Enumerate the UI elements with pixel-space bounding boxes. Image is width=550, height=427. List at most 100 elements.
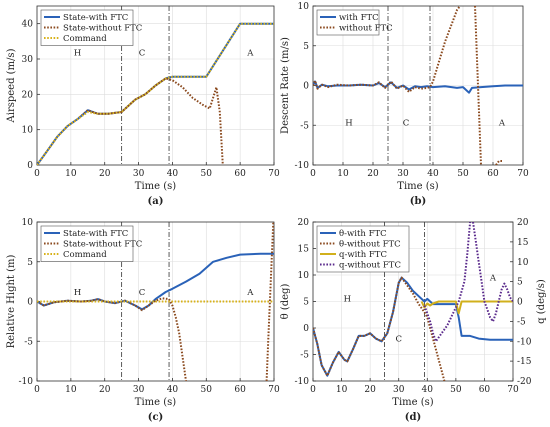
legend-entry: q-with FTC [339,250,387,260]
legend-box [40,9,134,46]
chart-panel-2: 0 10 20 30 40 50 60 70 -10 -5 0 5 10 Time (s) Descent … [280,2,529,207]
panel-caption: (b) [410,196,426,207]
y-tick-label: 10 [22,126,34,136]
legend-entry: Command [63,250,107,260]
x-tick-label: 20 [99,169,111,179]
series-line-4 [423,222,472,343]
y-tick-label: 10 [22,218,34,228]
legend-entry: Command [63,34,107,44]
x-tick-label: 50 [450,385,462,395]
legend-entry: State-with FTC [63,229,128,239]
y-tick-label: 0 [27,298,33,308]
x-tick-label: 30 [133,385,145,395]
y-tick-label: -5 [24,337,33,347]
region-label: H [345,118,352,128]
x-tick-label: 50 [457,169,469,179]
x-tick-label: 10 [337,169,349,179]
x-tick-label: 40 [167,169,179,179]
series-line-2 [474,6,482,165]
y-tick-label: 0 [303,82,309,92]
x-tick-label: 50 [201,385,213,395]
y-tick-label: 40 [22,20,34,30]
series-group [313,6,523,165]
legend-entry: θ-with FTC [339,229,387,239]
region-label: C [139,48,146,58]
x-tick-label: 70 [268,385,280,395]
x-tick-label: 10 [65,169,77,179]
y-tick-label: 30 [22,55,34,65]
region-label: C [403,118,410,128]
series-line-2 [313,6,461,93]
legend-entry: with FTC [339,13,379,23]
x-tick-label: 0 [310,385,316,395]
series-line-2 [37,297,187,381]
legend-box [316,9,380,36]
y2-tick-label: -20 [517,377,532,387]
y2-tick-label: -10 [517,337,532,347]
region-label: H [344,295,351,305]
y-axis-label: Airspeed (m/s) [6,48,17,123]
x-tick-label: 0 [34,385,40,395]
chart-panel-1: 0 10 20 30 40 50 60 70 0 10 20 30 40 Time (s) Airspeed… [6,5,280,207]
legend-box [40,225,134,262]
y-tick-label: -5 [300,351,309,361]
region-label: A [246,48,254,58]
x-tick-label: 60 [479,385,491,395]
x-tick-label: 10 [336,385,348,395]
y2-tick-label: 20 [517,218,529,228]
y-tick-label: 0 [27,161,33,171]
x-tick-label: 30 [393,385,405,395]
x-axis-label: Time (s) [397,181,438,192]
y-axis-label: Relative Hight (m) [6,255,17,349]
y-tick-label: 20 [22,90,34,100]
x-tick-label: 50 [201,169,213,179]
legend-entry: State-with FTC [63,13,128,23]
region-label: C [139,288,146,298]
x-tick-label: 40 [167,385,179,395]
series-line-2 [265,222,274,381]
y2-tick-label: 15 [517,238,529,248]
y-tick-label: 0 [303,324,309,334]
panel-caption: (c) [148,412,164,423]
x-tick-label: 60 [234,385,246,395]
x-axis-label: Time (s) [135,181,176,192]
y2-tick-label: 0 [517,298,523,308]
chart-panel-3: 0 10 20 30 40 50 60 70 -10 -5 0 5 10 Time (s) Relative… [6,218,280,423]
x-axis-label: Time (s) [135,397,176,408]
series-line-2 [495,160,502,165]
y-tick-label: 10 [298,271,310,281]
x-tick-label: 40 [422,385,434,395]
x-axis-label: Time (s) [392,397,433,408]
y-axis-label: Descent Rate (m/s) [280,37,291,134]
y-tick-label: 5 [27,258,33,268]
y-tick-label: 20 [298,218,310,228]
x-tick-label: 20 [99,385,111,395]
y2-tick-label: -5 [517,317,526,327]
chart-panel-4: 0 10 20 30 40 50 60 70 -10 -5 0 5 10 15 20 -20 -15 -10 -5 0… [280,218,547,423]
region-label: A [246,288,254,298]
x-tick-label: 30 [397,169,409,179]
region-label: C [395,334,402,344]
y-tick-label: -10 [19,377,34,387]
y-tick-label: 15 [298,245,310,255]
y-tick-label: 5 [303,42,309,52]
x-tick-label: 70 [517,169,529,179]
y2-tick-label: -15 [517,357,532,367]
x-tick-label: 0 [34,169,40,179]
legend-entry: q-without FTC [339,261,401,271]
region-label: A [489,273,497,283]
legend-entry: State-without FTC [63,240,142,250]
x-tick-label: 60 [487,169,499,179]
legend-entry: without FTC [339,24,393,34]
legend-entry: State-without FTC [63,24,142,34]
x-tick-label: 20 [367,169,379,179]
series-line-3 [420,300,513,315]
x-tick-label: 0 [310,169,316,179]
y2-tick-label: 10 [517,258,529,268]
x-tick-label: 60 [234,169,246,179]
